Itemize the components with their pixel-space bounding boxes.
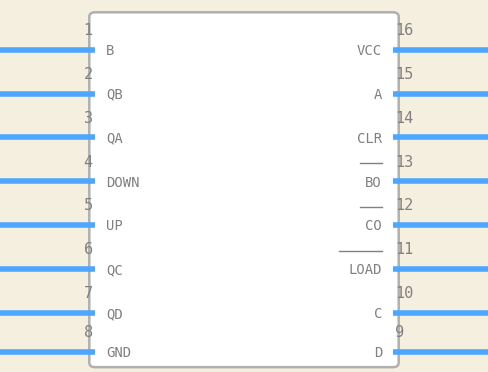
Text: 9: 9 xyxy=(395,326,405,340)
Text: UP: UP xyxy=(106,219,122,234)
Text: 4: 4 xyxy=(83,154,93,170)
Text: QD: QD xyxy=(106,307,122,321)
Text: CLR: CLR xyxy=(357,132,382,145)
Text: QA: QA xyxy=(106,132,122,145)
Text: 2: 2 xyxy=(83,67,93,81)
Text: QC: QC xyxy=(106,263,122,278)
Text: 11: 11 xyxy=(395,243,413,257)
Text: A: A xyxy=(374,88,382,102)
Text: 5: 5 xyxy=(83,198,93,214)
Text: GND: GND xyxy=(106,346,131,360)
Text: DOWN: DOWN xyxy=(106,176,140,189)
Text: 12: 12 xyxy=(395,198,413,214)
Text: 15: 15 xyxy=(395,67,413,81)
Text: 16: 16 xyxy=(395,23,413,38)
Text: BO: BO xyxy=(366,176,382,189)
Text: B: B xyxy=(106,44,114,58)
Text: 14: 14 xyxy=(395,110,413,126)
Text: 3: 3 xyxy=(83,110,93,126)
Text: QB: QB xyxy=(106,88,122,102)
Text: 8: 8 xyxy=(83,326,93,340)
Text: 13: 13 xyxy=(395,154,413,170)
Text: D: D xyxy=(374,346,382,360)
Text: C: C xyxy=(374,307,382,321)
Text: VCC: VCC xyxy=(357,44,382,58)
Text: 1: 1 xyxy=(83,23,93,38)
Text: 10: 10 xyxy=(395,286,413,301)
Text: 7: 7 xyxy=(83,286,93,301)
FancyBboxPatch shape xyxy=(89,12,399,367)
Text: CO: CO xyxy=(366,219,382,234)
Text: 6: 6 xyxy=(83,243,93,257)
Text: LOAD: LOAD xyxy=(348,263,382,278)
